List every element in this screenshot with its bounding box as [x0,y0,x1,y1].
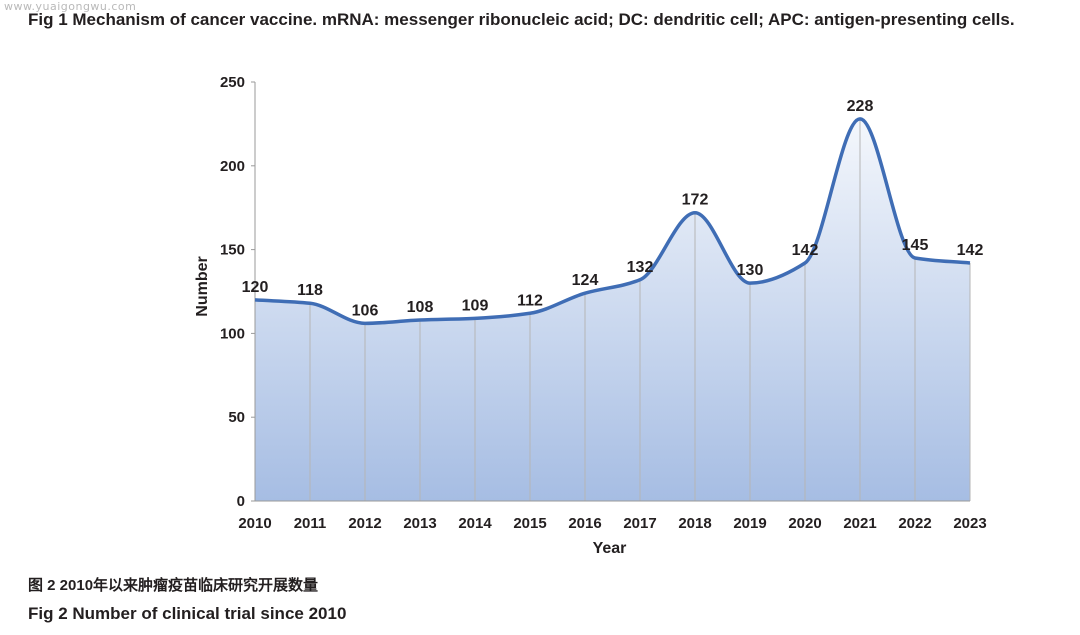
figure-1-caption: Fig 1 Mechanism of cancer vaccine. mRNA:… [28,10,1015,29]
x-tick-label: 2014 [458,515,492,532]
data-label: 112 [517,292,543,309]
data-label: 118 [297,282,323,299]
data-label: 130 [737,262,764,279]
x-tick-label: 2012 [348,515,381,532]
data-label: 142 [957,242,984,259]
x-tick-label: 2020 [788,515,821,532]
x-tick-label: 2022 [898,515,931,532]
y-axis-label: Number [194,256,211,316]
y-tick-label: 0 [237,493,245,510]
x-tick-label: 2023 [953,515,986,532]
data-label: 106 [352,302,379,319]
y-tick-label: 100 [220,325,245,342]
data-label: 124 [572,272,599,289]
x-tick-label: 2016 [568,515,601,532]
data-label: 145 [902,237,929,254]
watermark-text: www.yuaigongwu.com [4,0,137,13]
y-tick-label: 200 [220,158,245,175]
figure-2-caption-chinese: 图 2 2010年以来肿瘤疫苗临床研究开展数量 [28,577,319,594]
data-label: 120 [242,279,269,296]
data-label: 172 [682,192,709,209]
x-tick-label: 2018 [678,515,711,532]
data-label: 108 [407,299,434,316]
series-line [254,117,971,326]
x-tick-label: 2015 [513,515,546,532]
x-tick-label: 2021 [843,515,876,532]
data-label: 109 [462,297,489,314]
y-tick-label: 250 [220,74,245,91]
x-tick-label: 2019 [733,515,766,532]
x-tick-label: 2017 [623,515,656,532]
x-tick-label: 2010 [238,515,271,532]
x-tick-label: 2013 [403,515,436,532]
x-axis-label: Year [593,540,627,557]
data-label: 228 [847,98,874,115]
y-tick-label: 50 [228,409,245,426]
data-label: 132 [627,259,654,276]
area-fill [255,118,970,501]
figure-2-caption-english: Fig 2 Number of clinical trial since 201… [28,604,347,623]
data-label: 142 [792,242,819,259]
x-tick-label: 2011 [294,515,327,532]
y-tick-label: 150 [220,242,245,259]
